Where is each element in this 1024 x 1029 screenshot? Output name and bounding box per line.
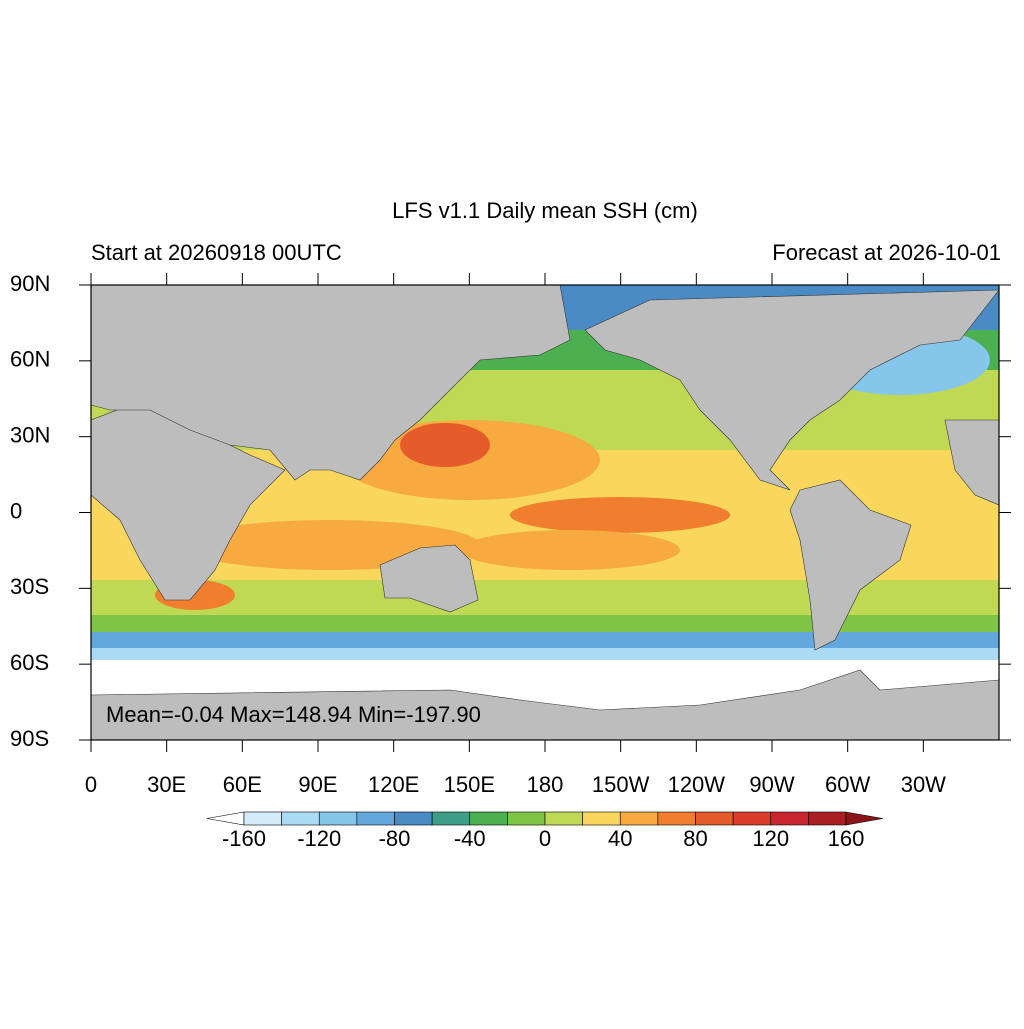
x-tick-label: 180 [527,772,564,797]
y-tick-label: 60N [10,347,50,372]
colorbar-box [657,811,696,826]
left-subtitle: Start at 20260918 00UTC [91,240,342,265]
colorbar-box [431,811,471,826]
colorbar-label: -80 [379,826,411,851]
x-tick-label: 90E [298,772,337,797]
x-tick-label: 30W [901,772,946,797]
colorbar-box [732,811,772,826]
colorbar-box [544,811,583,826]
colorbar-box [318,811,358,826]
title: LFS v1.1 Daily mean SSH (cm) [392,198,698,223]
colorbar-box [469,811,508,826]
x-tick-label: 0 [85,772,97,797]
x-tick-label: 60E [223,772,262,797]
map-field [91,285,999,740]
colorbar-box [582,811,621,826]
colorbar-box [356,811,395,826]
x-tick-label: 60W [825,772,870,797]
colorbar-box [507,811,546,826]
y-tick-label: 60S [10,650,49,675]
x-tick-label: 150E [444,772,495,797]
y-tick-label: 30N [10,422,50,447]
x-tick-label: 120E [368,772,419,797]
right-subtitle: Forecast at 2026-10-01 [772,240,1001,265]
colorbar-box [695,811,734,826]
colorbar-label: 40 [608,826,632,851]
x-tick-label: 30E [147,772,186,797]
colorbar-label: -120 [297,826,341,851]
x-tick-label: 90W [749,772,794,797]
colorbar-label: 160 [828,826,865,851]
colorbar-box [243,811,282,826]
stats-annotation: Mean=-0.04 Max=148.94 Min=-197.90 [106,702,481,727]
colorbar-box [619,811,659,826]
colorbar-label: 0 [539,826,551,851]
colorbar-label: 80 [683,826,707,851]
x-tick-label: 150W [592,772,650,797]
colorbar-label: -160 [222,826,266,851]
colorbar-box [770,811,809,826]
x-tick-label: 120W [668,772,726,797]
colorbar-box [394,811,433,826]
colorbar-label: -40 [454,826,486,851]
colorbar-under [206,811,245,826]
y-tick-label: 90S [10,726,49,751]
y-tick-label: 90N [10,271,50,296]
colorbar: -160 -120 -80 -40 0 40 80 120 160 [206,811,884,851]
colorbar-box [281,811,320,826]
colorbar-over [845,811,884,826]
colorbar-box [808,811,847,826]
colorbar-label: 120 [752,826,789,851]
y-tick-label: 0 [10,498,22,523]
axes: 0 30E 60E 90E 120E 150E 180 150W 120W 90W 60W 30W 90… [10,271,1011,797]
y-tick-label: 30S [10,574,49,599]
